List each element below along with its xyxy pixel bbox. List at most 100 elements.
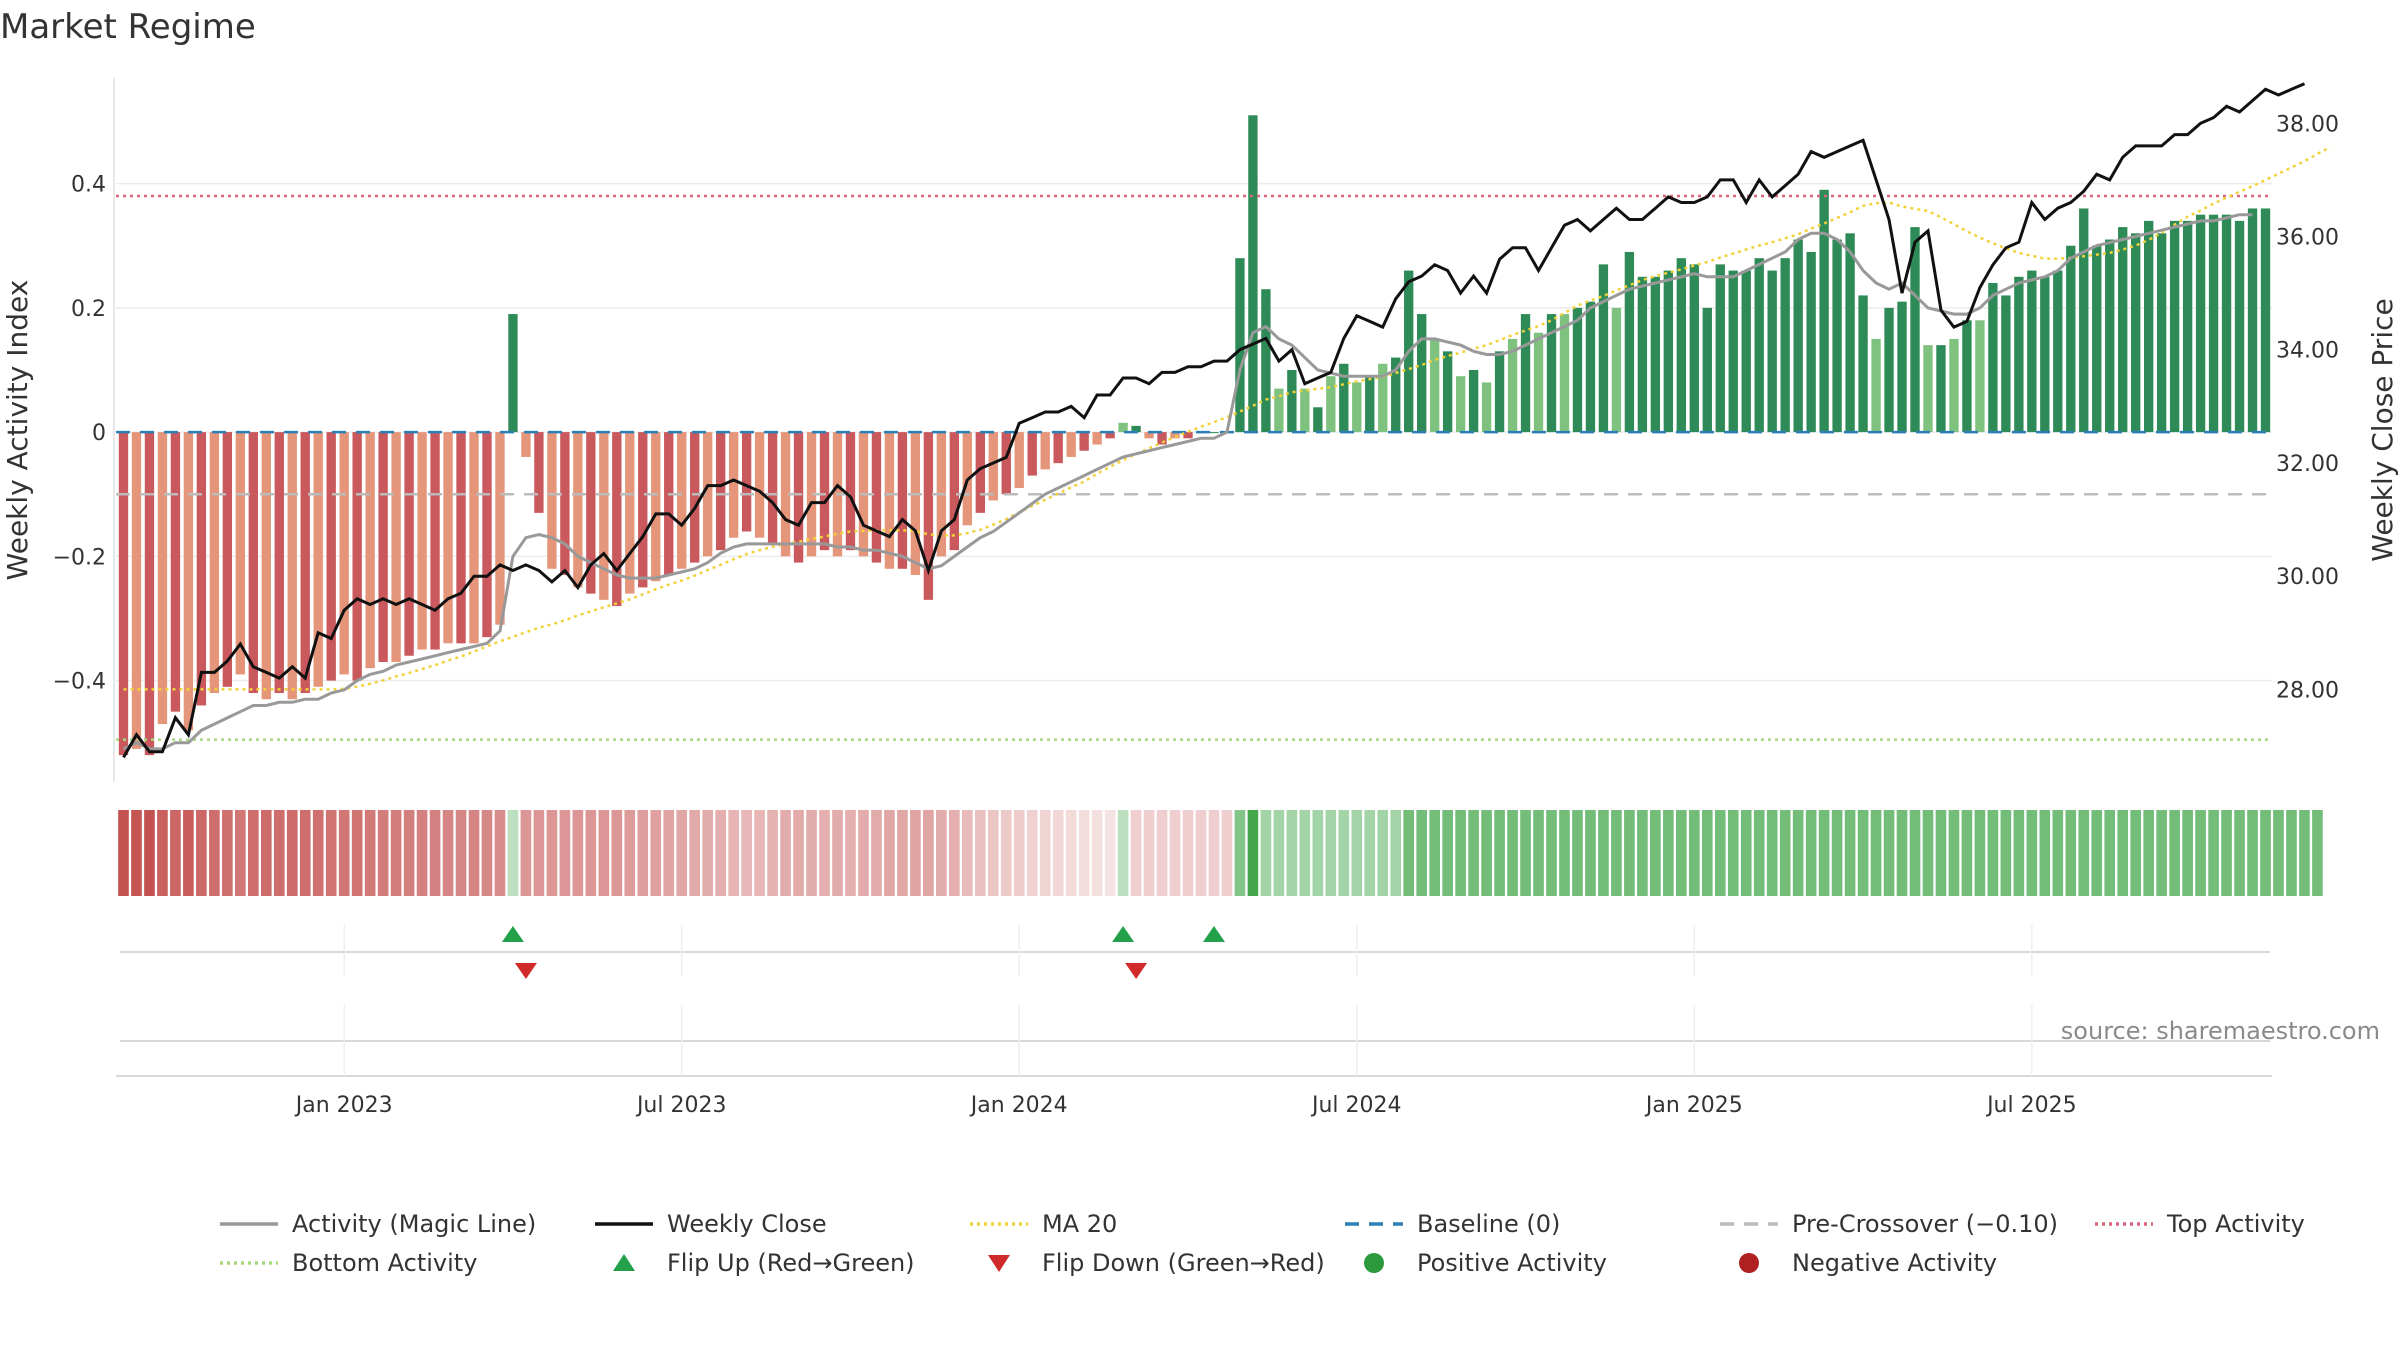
heat-cell: [1000, 810, 1012, 896]
heat-cell: [663, 810, 675, 896]
heat-cell: [845, 810, 856, 896]
heat-cell: [897, 810, 908, 896]
heat-cell: [715, 810, 726, 896]
legend-swatch: [1739, 1253, 1759, 1273]
heat-cell: [1987, 810, 1999, 896]
heat-cell: [1182, 810, 1194, 896]
heat-cell: [338, 810, 350, 896]
activity-bar: [845, 432, 856, 551]
activity-bar: [209, 432, 220, 694]
activity-bar: [1845, 233, 1855, 433]
activity-bar: [806, 432, 817, 557]
activity-bar: [1611, 307, 1622, 433]
activity-bar: [1663, 270, 1674, 433]
activity-bar: [1637, 276, 1648, 433]
activity-bar: [1988, 283, 1998, 433]
activity-bar: [339, 432, 349, 675]
activity-bar: [1546, 314, 1557, 433]
heat-cell: [702, 810, 714, 896]
legend-label: Activity (Magic Line): [292, 1210, 536, 1238]
flip-down-marker: [514, 963, 537, 979]
activity-bar: [508, 314, 518, 433]
legend-item: Weekly Close: [595, 1210, 827, 1238]
heat-cell: [1377, 810, 1389, 896]
heat-cell: [312, 810, 324, 896]
x-tick-label: Jan 2024: [969, 1093, 1068, 1118]
heat-cell: [1078, 810, 1090, 896]
heat-cell: [1468, 810, 1479, 896]
activity-bar: [780, 432, 791, 557]
heat-cell: [1974, 810, 1986, 896]
activity-bar: [651, 432, 661, 582]
flip-up-marker: [501, 926, 524, 942]
activity-bar: [300, 432, 310, 694]
activity-bar: [1429, 338, 1440, 433]
activity-bar: [1118, 422, 1128, 433]
heat-cell: [1598, 810, 1609, 896]
heat-cell: [1234, 810, 1246, 896]
activity-bar: [2182, 220, 2193, 433]
heat-cell: [2065, 810, 2077, 896]
heat-cell: [416, 810, 428, 896]
activity-bar: [1598, 264, 1609, 433]
heat-cell: [520, 810, 532, 896]
heat-cell: [377, 810, 389, 896]
heat-cell: [1494, 810, 1505, 896]
activity-bar: [183, 432, 194, 731]
activity-bar: [871, 432, 882, 563]
heat-cell: [2078, 810, 2090, 896]
legend-item: Flip Down (Green→Red): [988, 1249, 1325, 1277]
activity-bar: [1131, 425, 1141, 433]
activity-bars: [118, 115, 2271, 756]
heat-cell: [2234, 810, 2245, 896]
activity-bar: [2014, 276, 2024, 433]
heat-cell: [559, 810, 571, 896]
heat-cell: [1013, 810, 1025, 896]
heat-cell: [1818, 810, 1830, 896]
activity-bar: [754, 432, 765, 538]
heat-cell: [910, 810, 921, 896]
activity-bar: [456, 432, 466, 644]
heat-cell: [1688, 810, 1700, 896]
heat-cell: [2286, 810, 2297, 896]
heat-cell: [494, 810, 506, 896]
legend-swatch: [988, 1255, 1010, 1272]
heat-cell: [611, 810, 623, 896]
left-tick-label: −0.4: [53, 670, 106, 695]
heat-cell: [183, 810, 194, 896]
heat-cell: [1533, 810, 1544, 896]
activity-bar: [1624, 251, 1635, 433]
heat-cell: [533, 810, 545, 896]
activity-bar: [2001, 295, 2011, 433]
heat-cell: [2130, 810, 2142, 896]
activity-bar: [1066, 432, 1076, 457]
heat-cell: [1637, 810, 1648, 896]
activity-bar: [1235, 258, 1245, 433]
activity-bar: [586, 432, 596, 594]
activity-bar: [1157, 432, 1167, 445]
heat-cell: [1364, 810, 1376, 896]
activity-bar: [949, 432, 960, 551]
activity-bar: [1676, 258, 1686, 433]
heat-cell: [1805, 810, 1817, 896]
heat-cell: [2104, 810, 2116, 896]
legend-label: Baseline (0): [1417, 1210, 1560, 1238]
activity-bar: [547, 432, 557, 569]
legend-swatch: [1364, 1253, 1384, 1273]
heat-cell: [429, 810, 441, 896]
activity-bar: [352, 432, 362, 681]
heat-cell: [949, 810, 960, 896]
heat-cell: [2182, 810, 2193, 896]
heat-cell: [1935, 810, 1947, 896]
legend-item: Negative Activity: [1739, 1249, 1997, 1277]
heat-cell: [1779, 810, 1791, 896]
right-tick-label: 36.00: [2276, 226, 2339, 251]
heat-cell: [1325, 810, 1337, 896]
heat-cell: [1026, 810, 1038, 896]
activity-bar: [1326, 376, 1336, 433]
activity-bar: [1287, 369, 1297, 433]
activity-bar: [1027, 432, 1037, 476]
legend-label: MA 20: [1042, 1210, 1117, 1238]
weekly-close-line: [122, 82, 2306, 759]
heat-cell: [546, 810, 558, 896]
